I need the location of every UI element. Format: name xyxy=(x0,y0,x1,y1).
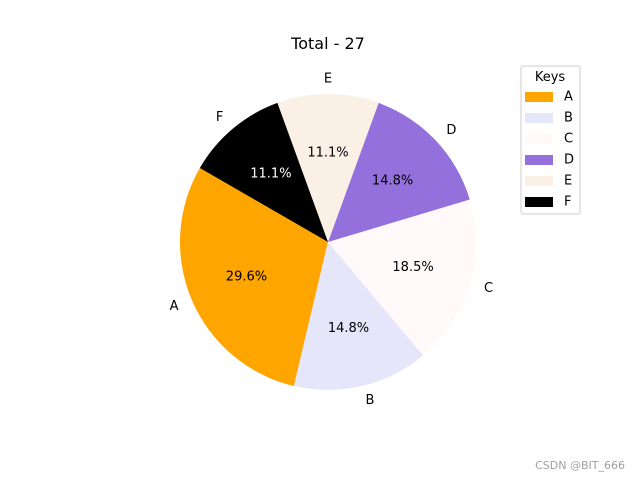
pie-slice-b xyxy=(293,242,424,390)
pie-percent-label-a: 29.6% xyxy=(226,270,267,285)
legend-swatch-b xyxy=(525,113,553,123)
pie-category-label-f: F xyxy=(216,110,223,125)
legend-title: Keys xyxy=(535,70,566,85)
pie-category-label-a: A xyxy=(170,299,179,314)
pie-percent-label-d: 14.8% xyxy=(372,174,413,189)
pie-percent-label-b: 14.8% xyxy=(328,321,369,336)
pie-slice-c xyxy=(328,199,476,356)
pie-percent-label-f: 11.1% xyxy=(250,166,291,181)
legend-swatch-e xyxy=(525,176,553,186)
legend-label-f: F xyxy=(564,195,571,210)
pie-category-label-e: E xyxy=(324,72,332,87)
legend-label-b: B xyxy=(564,111,573,126)
watermark: CSDN @BIT_666 xyxy=(535,459,625,472)
pie-category-label-d: D xyxy=(446,123,456,138)
pie-category-label-c: C xyxy=(484,281,493,296)
pie-slice-a xyxy=(180,168,328,387)
legend-swatch-d xyxy=(525,155,553,165)
chart-title: Total - 27 xyxy=(290,34,365,53)
legend-label-d: D xyxy=(564,153,574,168)
legend-label-c: C xyxy=(564,132,573,147)
legend-label-a: A xyxy=(564,90,573,105)
pie-percent-label-c: 18.5% xyxy=(392,260,433,275)
pie-slice-d xyxy=(328,102,470,242)
legend-swatch-a xyxy=(525,92,553,102)
pie-group: 29.6% A 14.8% B 18.5% C 14.8% D 11.1% E 11.1% F xyxy=(170,72,493,408)
pie-slice-e xyxy=(277,94,379,243)
pie-slice-f xyxy=(199,102,328,242)
legend-swatch-c xyxy=(525,134,553,144)
pie-category-label-b: B xyxy=(366,393,375,408)
legend-label-e: E xyxy=(564,174,572,189)
legend-swatch-f xyxy=(525,197,553,207)
pie-percent-label-e: 11.1% xyxy=(307,146,348,161)
